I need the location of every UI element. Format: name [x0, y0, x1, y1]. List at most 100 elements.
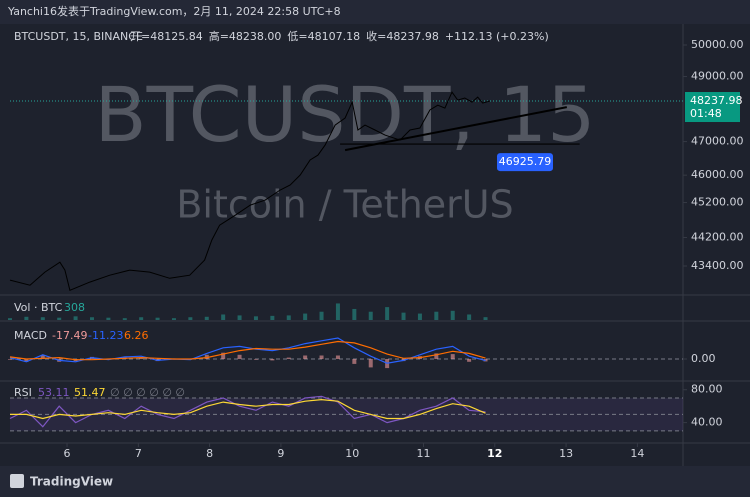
x-tick-label: 9: [277, 447, 284, 460]
pane-value: 53.11: [38, 386, 70, 399]
y-tick-label: 40.00: [691, 416, 723, 429]
y-tick-label: 49000.00: [691, 70, 744, 83]
pane-title: Vol · BTC: [14, 301, 63, 314]
logo: [10, 474, 24, 488]
histogram-bar: [335, 355, 340, 359]
volume-bar: [368, 311, 373, 320]
volume-bar: [204, 316, 209, 320]
volume-bar: [401, 312, 406, 320]
volume-bar: [434, 311, 439, 320]
histogram-bar: [139, 357, 144, 359]
last-price-box: [685, 92, 740, 123]
symbol-title: BTCUSDT, 15, BINANCE: [14, 30, 143, 43]
histogram-bar: [8, 359, 12, 360]
x-tick-label: 14: [630, 447, 644, 460]
volume-bar: [417, 313, 422, 320]
x-tick-label: 8: [206, 447, 213, 460]
pane-value: -17.49: [52, 329, 87, 342]
y-tick-label: 43400.00: [691, 259, 744, 272]
pane-value: 6.26: [124, 329, 149, 342]
y-tick-label: 80.00: [691, 383, 723, 396]
histogram-bar: [237, 354, 242, 359]
volume-bar: [385, 307, 390, 320]
volume-bar: [139, 317, 144, 320]
legend-item: 收=48237.98: [366, 29, 439, 43]
histogram-bar: [270, 359, 275, 361]
volume-bar: [270, 315, 275, 320]
y-tick-label: 46000.00: [691, 168, 744, 181]
histogram-bar: [221, 352, 226, 359]
volume-bar: [450, 310, 455, 320]
volume-bar: [73, 316, 78, 320]
histogram-bar: [286, 357, 291, 359]
price-tag-label: 46925.79: [499, 155, 552, 168]
last-price-label: 48237.98: [690, 94, 743, 107]
volume-bar: [24, 316, 29, 320]
header-bar: [0, 0, 750, 24]
legend-item: +112.13 (+0.23%): [445, 30, 549, 43]
pane-title: MACD: [14, 329, 47, 342]
volume-bar: [188, 317, 193, 320]
volume-bar: [237, 315, 242, 320]
x-tick-label: 12: [487, 447, 502, 460]
volume-bar: [352, 308, 357, 320]
footer: TradingView: [30, 475, 113, 489]
x-tick-label: 10: [345, 447, 359, 460]
volume-bar: [483, 317, 488, 320]
price-line: [9, 91, 490, 291]
trendline: [344, 106, 567, 152]
volume-bar: [122, 318, 127, 320]
volume-bar: [57, 317, 62, 320]
price-tag: [497, 153, 553, 172]
volume-bar: [303, 313, 308, 320]
volume-bar: [171, 318, 176, 320]
volume-bar: [319, 311, 324, 320]
histogram-bar: [253, 359, 258, 360]
volume-bar: [335, 303, 340, 320]
legend-item: 高=48238.00: [209, 29, 282, 43]
y-tick-label: 45200.00: [691, 196, 744, 209]
countdown: 01:48: [690, 107, 722, 120]
histogram-bar: [24, 359, 29, 362]
volume-bar: [8, 318, 12, 320]
histogram-bar: [467, 359, 472, 362]
footer-bar: [0, 466, 750, 497]
volume-bar: [155, 317, 160, 320]
pane-placeholders: ∅ ∅ ∅ ∅ ∅ ∅: [110, 386, 185, 399]
histogram-bar: [450, 354, 455, 359]
y-tick-label: 47000.00: [691, 135, 744, 148]
legend-item: 开=48125.84: [130, 30, 203, 43]
volume-bar: [253, 316, 258, 320]
legend-item: 低=48107.18: [287, 30, 360, 43]
x-tick-label: 7: [135, 447, 142, 460]
volume-bar: [286, 315, 291, 320]
indicator-line: [9, 395, 486, 428]
histogram-bar: [303, 355, 308, 359]
x-tick-label: 6: [64, 447, 71, 460]
histogram-bar: [352, 359, 357, 364]
header: Yanchi16发表于TradingView.com，2月 11, 2024 2…: [7, 4, 341, 18]
indicator-line: [9, 340, 486, 361]
y-tick-label: 50000.00: [691, 38, 744, 51]
x-tick-label: 13: [559, 447, 573, 460]
indicator-line: [10, 398, 486, 420]
watermark: Bitcoin / TetherUS: [176, 183, 513, 227]
histogram-bar: [368, 359, 373, 368]
y-tick-label: 44200.00: [691, 230, 744, 243]
pane-value: -11.23: [88, 329, 123, 342]
volume-bar: [89, 317, 94, 320]
volume-bar: [467, 314, 472, 320]
histogram-bar: [40, 355, 45, 359]
pane-value: 308: [64, 301, 85, 314]
histogram-bar: [204, 354, 209, 359]
pane-title: RSI: [14, 386, 32, 399]
watermark: BTCUSDT, 15: [94, 70, 595, 159]
histogram-bar: [434, 353, 439, 359]
y-tick-label: 0.00: [691, 352, 716, 365]
pane-value: 51.47: [74, 386, 106, 399]
histogram-bar: [319, 355, 324, 359]
volume-bar: [221, 314, 226, 320]
x-tick-label: 11: [416, 447, 430, 460]
volume-bar: [106, 317, 111, 320]
